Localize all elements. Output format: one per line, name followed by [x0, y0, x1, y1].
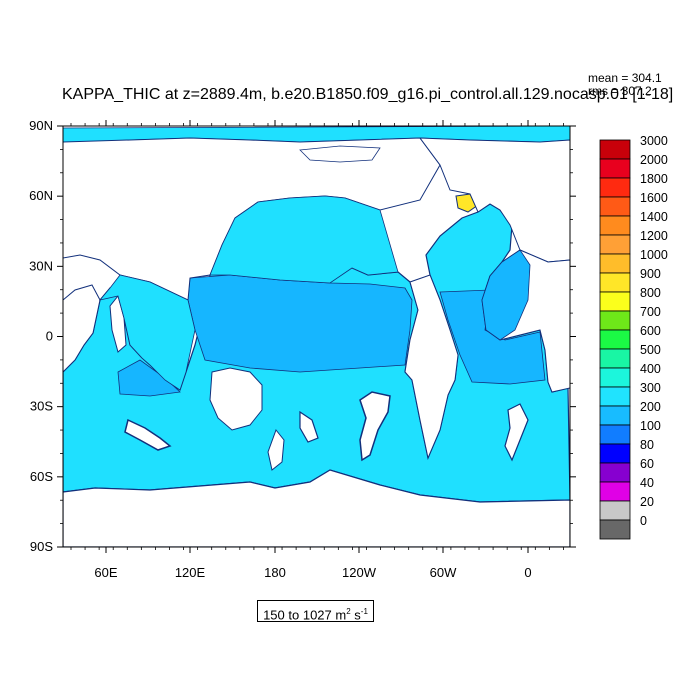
- colorbar-label: 1600: [640, 191, 668, 205]
- lat-label: 0: [46, 329, 53, 344]
- australia-land: [209, 367, 263, 431]
- colorbar-label: 400: [640, 362, 661, 376]
- lat-label: 90N: [29, 118, 53, 133]
- colorbar-label: 3000: [640, 134, 668, 148]
- mean-stat: mean = 304.1: [588, 71, 662, 85]
- south-america-land: [404, 274, 459, 460]
- lon-label: 60W: [430, 565, 457, 580]
- colorbar-swatch: [599, 310, 631, 331]
- colorbar-label: 40: [640, 476, 654, 490]
- colorbar-label: 2000: [640, 153, 668, 167]
- lon-label: 60E: [94, 565, 117, 580]
- ridge-indian: [124, 418, 172, 451]
- colorbar-label: 1800: [640, 172, 668, 186]
- colorbar-label: 0: [640, 514, 647, 528]
- colorbar-swatch: [599, 462, 631, 483]
- indian-band: [117, 359, 181, 397]
- colorbar-swatch: [599, 215, 631, 236]
- lat-label: 30S: [30, 399, 53, 414]
- colorbar-label: 600: [640, 324, 661, 338]
- colorbar-label: 800: [640, 286, 661, 300]
- lon-label: 180: [264, 565, 286, 580]
- colorbar-label: 1400: [640, 210, 668, 224]
- colorbar-swatch: [599, 443, 631, 464]
- ridge-south-atlantic: [359, 391, 391, 462]
- lat-label: 60S: [30, 469, 53, 484]
- colorbar-label: 60: [640, 457, 654, 471]
- colorbar-label: 200: [640, 400, 661, 414]
- ocean-field: [63, 126, 570, 547]
- map-title: KAPPA_THIC at z=2889.4m, b.e20.B1850.f09…: [62, 86, 674, 103]
- colorbar-swatch: [599, 424, 631, 445]
- latitude-axis: 90N 60N 30N 0 30S 60S 90S: [29, 118, 576, 554]
- colorbar-swatch: [599, 139, 631, 160]
- rms-stat: rms = 307.2: [588, 84, 652, 98]
- lat-label: 60N: [29, 188, 53, 203]
- new-zealand-land: [267, 428, 285, 471]
- colorbar-label: 100: [640, 419, 661, 433]
- colorbar: 3000200018001600140012001000900800700600…: [599, 134, 668, 540]
- colorbar-label: 1000: [640, 248, 668, 262]
- colorbar-swatch: [599, 253, 631, 274]
- colorbar-swatch: [599, 519, 631, 540]
- colorbar-swatch: [599, 481, 631, 502]
- equatorial-band: [187, 274, 413, 373]
- colorbar-swatch: [599, 291, 631, 312]
- north-pacific-ocean: [209, 195, 399, 284]
- colorbar-swatch: [599, 196, 631, 217]
- north-atlantic-sea: [481, 249, 531, 341]
- colorbar-swatch: [599, 367, 631, 388]
- north-america-land: [418, 137, 570, 263]
- lon-label: 120W: [342, 565, 377, 580]
- colorbar-label: 1200: [640, 229, 668, 243]
- lon-label: 120E: [175, 565, 206, 580]
- africa-land: [63, 284, 101, 373]
- lat-label: 30N: [29, 258, 53, 273]
- colorbar-label: 80: [640, 438, 654, 452]
- arctic-land-north-america: [299, 145, 381, 163]
- colorbar-swatch: [599, 405, 631, 426]
- longitude-axis: 60E 120E 180 120W 60W 0: [70, 120, 564, 580]
- colorbar-label: 700: [640, 305, 661, 319]
- colorbar-swatch: [599, 234, 631, 255]
- colorbar-swatch: [599, 329, 631, 350]
- colorbar-label: 300: [640, 381, 661, 395]
- lat-label: 90S: [30, 539, 53, 554]
- colorbar-label: 20: [640, 495, 654, 509]
- ridge-east: [504, 403, 529, 462]
- antarctica-land: [63, 469, 570, 547]
- colorbar-swatch: [599, 500, 631, 521]
- range-label: 150 to 1027 m2 s-1: [257, 600, 374, 622]
- colorbar-label: 900: [640, 267, 661, 281]
- lon-label: 0: [524, 565, 531, 580]
- colorbar-swatch: [599, 272, 631, 293]
- colorbar-swatch: [599, 348, 631, 369]
- ridge-pacific: [299, 410, 319, 443]
- colorbar-label: 500: [640, 343, 661, 357]
- indian-north: [98, 274, 196, 391]
- colorbar-swatch: [599, 158, 631, 179]
- colorbar-swatch: [599, 177, 631, 198]
- colorbar-swatch: [599, 386, 631, 407]
